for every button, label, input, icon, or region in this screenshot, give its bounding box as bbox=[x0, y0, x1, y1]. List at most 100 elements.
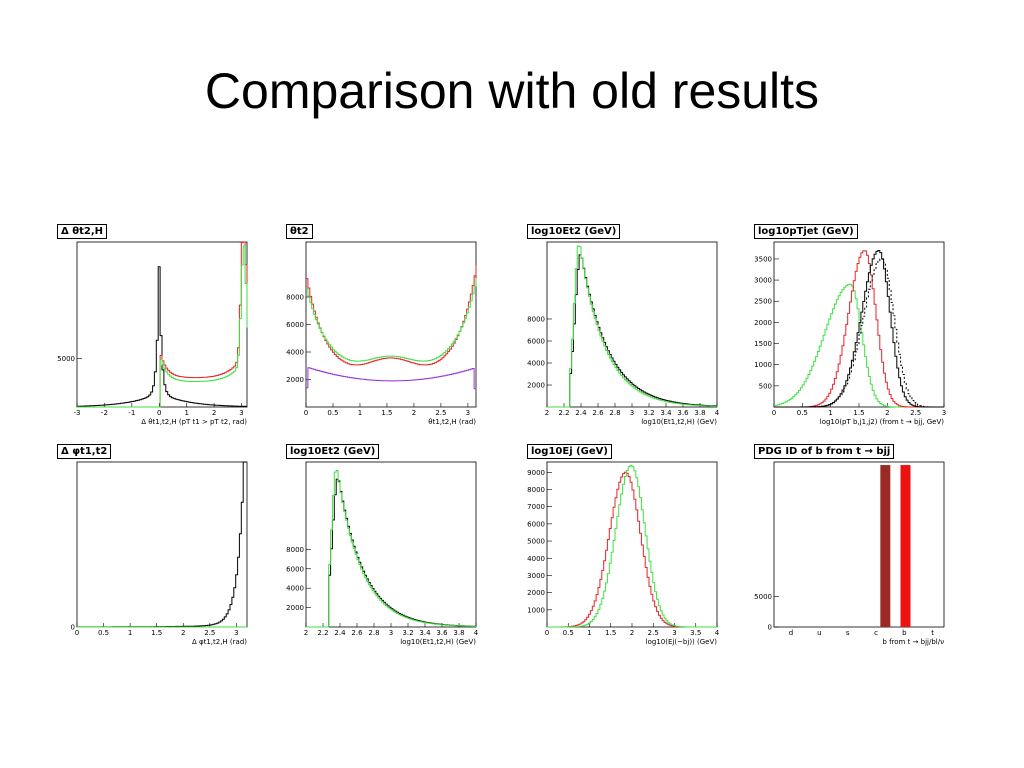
y-tick-label: 6000 bbox=[286, 565, 304, 573]
plot-title: log10Et2 (GeV) bbox=[286, 444, 380, 459]
x-tick-label: b bbox=[902, 629, 907, 637]
plot-svg: log10(pT b,j1,j2) (from t → bjj, GeV) 500… bbox=[754, 241, 946, 426]
x-tick-label: 2 bbox=[885, 409, 889, 417]
x-tick-label: 3 bbox=[672, 629, 676, 637]
x-tick-label: t bbox=[931, 629, 934, 637]
plot-title: θt2 bbox=[286, 224, 313, 239]
x-tick-label: 0 bbox=[75, 629, 79, 637]
x-tick-label: -3 bbox=[74, 409, 81, 417]
plot-panel: b from t → bjj/bl/ν 0 5000 d u s c b t PDG ID of … bbox=[752, 440, 952, 655]
x-tick-label: 4 bbox=[474, 629, 479, 637]
x-tick-label: 1.5 bbox=[151, 629, 162, 637]
plot-title: log10Ej (GeV) bbox=[527, 444, 612, 459]
series-line bbox=[306, 265, 477, 366]
x-tick-label: 4 bbox=[715, 409, 720, 417]
x-tick-label: 2.4 bbox=[334, 629, 346, 637]
x-tick-label: -1 bbox=[128, 409, 135, 417]
y-tick-label: 2000 bbox=[527, 382, 545, 390]
x-tick-label: 2.5 bbox=[204, 629, 215, 637]
plot-panel: log10(Ej(~bj)) (GeV) 1000 2000 3000 4000 5000… bbox=[525, 440, 725, 655]
y-tick-label: 6000 bbox=[527, 338, 545, 346]
y-tick-label: 6000 bbox=[527, 520, 545, 528]
x-tick-label: 1 bbox=[184, 409, 188, 417]
plot-panel: θt1,t2,H (rad) 2000 4000 6000 8000 0 0.5 1 1.5 2 2… bbox=[284, 220, 484, 435]
x-tick-label: u bbox=[817, 629, 821, 637]
y-tick-label: 2000 bbox=[527, 589, 545, 597]
series-line bbox=[77, 241, 248, 408]
y-tick-label: 8000 bbox=[527, 316, 545, 324]
y-tick-label: 8000 bbox=[286, 294, 304, 302]
x-tick-label: 2 bbox=[212, 409, 216, 417]
y-tick-label: 7000 bbox=[527, 503, 545, 511]
y-tick-label: 0 bbox=[768, 624, 772, 632]
y-tick-label: 3000 bbox=[754, 277, 772, 285]
bar bbox=[880, 465, 891, 627]
plot-panel: log10(Et1,t2,H) (GeV) 2000 4000 6000 8000 2 2.… bbox=[525, 220, 725, 435]
x-axis-title: log10(Et1,t2,H) (GeV) bbox=[400, 638, 476, 646]
x-tick-label: 1 bbox=[828, 409, 832, 417]
bar bbox=[900, 465, 911, 627]
y-tick-label: 8000 bbox=[286, 546, 304, 554]
y-tick-label: 4000 bbox=[527, 555, 545, 563]
series-line bbox=[547, 471, 717, 628]
x-tick-label: 2.2 bbox=[558, 409, 569, 417]
series-line bbox=[306, 478, 476, 628]
x-tick-label: 2.5 bbox=[648, 629, 659, 637]
y-tick-label: 8000 bbox=[527, 486, 545, 494]
y-tick-label: 2000 bbox=[286, 376, 304, 384]
y-tick-label: 1000 bbox=[527, 606, 545, 614]
x-tick-label: 2.5 bbox=[910, 409, 921, 417]
x-tick-label: 2.8 bbox=[368, 629, 379, 637]
x-tick-label: 2.2 bbox=[317, 629, 328, 637]
series-line bbox=[77, 461, 247, 628]
plot-panel: log10(Et1,t2,H) (GeV) 2000 4000 6000 8000 2 2.… bbox=[284, 440, 484, 655]
series-line bbox=[306, 470, 477, 628]
x-tick-label: 1.5 bbox=[381, 409, 392, 417]
x-tick-label: -2 bbox=[101, 409, 108, 417]
x-tick-label: 3.5 bbox=[690, 629, 701, 637]
x-tick-label: 2.6 bbox=[592, 409, 604, 417]
plot-frame bbox=[773, 461, 945, 628]
series-line bbox=[77, 266, 247, 407]
series-line bbox=[306, 278, 477, 362]
series-line bbox=[306, 367, 477, 390]
x-tick-label: 4 bbox=[715, 629, 720, 637]
y-tick-label: 3000 bbox=[527, 572, 545, 580]
x-tick-label: 3 bbox=[942, 409, 946, 417]
x-tick-label: 2.4 bbox=[575, 409, 587, 417]
x-tick-label: 2.5 bbox=[435, 409, 446, 417]
x-tick-label: 0 bbox=[772, 409, 776, 417]
x-tick-label: 1.5 bbox=[853, 409, 864, 417]
x-tick-label: 1 bbox=[128, 629, 132, 637]
x-tick-label: 2 bbox=[304, 629, 308, 637]
y-tick-label: 4000 bbox=[286, 585, 304, 593]
x-tick-label: 3.8 bbox=[694, 409, 705, 417]
x-tick-label: 2 bbox=[181, 629, 185, 637]
series-line bbox=[774, 250, 944, 408]
x-tick-label: 0.5 bbox=[327, 409, 338, 417]
plot-svg: log10(Et1,t2,H) (GeV) 2000 4000 6000 8000 2 2.… bbox=[527, 241, 720, 426]
plot-panel: log10(pT b,j1,j2) (from t → bjj, GeV) 500… bbox=[752, 220, 952, 435]
x-tick-label: 3 bbox=[239, 409, 243, 417]
x-tick-label: 3.4 bbox=[419, 629, 431, 637]
y-tick-label: 0 bbox=[71, 624, 75, 632]
y-tick-label: 5000 bbox=[57, 355, 75, 363]
x-tick-label: 2 bbox=[412, 409, 416, 417]
plot-title: log10pTjet (GeV) bbox=[754, 224, 858, 239]
y-tick-label: 1500 bbox=[754, 340, 772, 348]
x-tick-label: 2.6 bbox=[351, 629, 363, 637]
x-tick-label: 3.4 bbox=[660, 409, 672, 417]
plot-frame bbox=[76, 241, 248, 408]
plot-svg: Δ θt1,t2,H (pT t1 > pT t2, rad) 5000 -3 -2 -… bbox=[57, 241, 248, 426]
plot-frame bbox=[76, 461, 248, 628]
plot-svg: b from t → bjj/bl/ν 0 5000 d u s c b t bbox=[754, 461, 945, 646]
y-tick-label: 4000 bbox=[527, 360, 545, 368]
y-tick-label: 3500 bbox=[754, 255, 772, 263]
y-tick-label: 4000 bbox=[286, 349, 304, 357]
series-line bbox=[77, 245, 248, 408]
plot-svg: Δ φt1,t2,H (rad) 00 0.5 1 1.5 2 2.5 3 bbox=[71, 461, 248, 646]
x-axis-title: log10(Et1,t2,H) (GeV) bbox=[641, 418, 717, 426]
plot-title: Δ θt2,H bbox=[57, 224, 107, 239]
y-tick-label: 2500 bbox=[754, 298, 772, 306]
plot-panel: Δ θt1,t2,H (pT t1 > pT t2, rad) 5000 -3 -2 -… bbox=[55, 220, 255, 435]
